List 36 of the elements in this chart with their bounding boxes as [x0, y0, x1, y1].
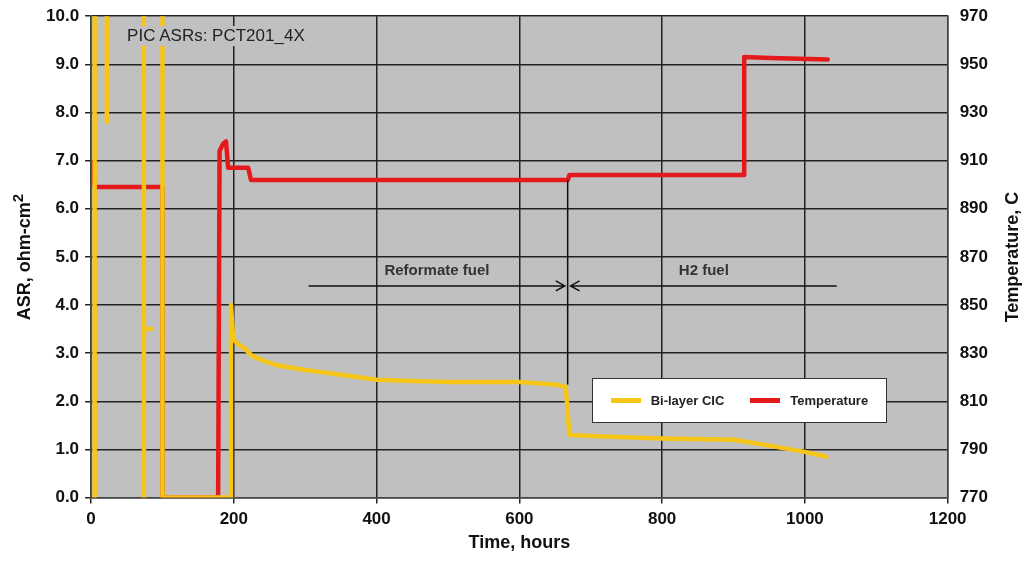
y2-tick-label: 910: [959, 150, 989, 170]
y2-tick-label: 770: [959, 487, 989, 507]
x-tick-label: 600: [505, 509, 534, 529]
x-tick-label: 400: [362, 509, 391, 529]
y2-tick-label: 830: [959, 342, 989, 362]
y-tick-label: 5.0: [55, 246, 80, 266]
y2-tick-label: 810: [959, 391, 989, 411]
y-tick-label: 9.0: [55, 54, 80, 74]
x-tick-label: 1200: [928, 509, 967, 529]
y2-axis-title: Temperature, C: [1001, 191, 1023, 323]
y-tick-label: 0.0: [55, 487, 80, 507]
x-tick-label: 200: [219, 509, 249, 529]
y2-tick-label: 850: [959, 294, 989, 314]
annotation: Reformate fuel: [384, 260, 490, 278]
y2-tick-label: 970: [959, 5, 989, 25]
y-tick-label: 7.0: [55, 150, 80, 170]
y2-tick-label: 950: [959, 54, 989, 74]
legend-label: Temperature: [790, 392, 869, 408]
x-tick-label: 1000: [785, 509, 824, 529]
legend-label: Bi-layer CIC: [650, 392, 725, 408]
text: PIC ASRs: PCT201_4X: [125, 26, 307, 47]
y-tick-label: 4.0: [55, 294, 80, 314]
y2-tick-label: 870: [959, 246, 989, 266]
y2-tick-label: 790: [959, 439, 989, 459]
y2-tick-label: 890: [959, 198, 989, 218]
y-tick-label: 3.0: [55, 342, 80, 362]
y2-tick-label: 930: [959, 102, 989, 122]
x-tick-label: 800: [647, 509, 677, 529]
y-tick-label: 2.0: [55, 391, 80, 411]
x-axis-title: Time, hours: [468, 531, 571, 553]
y-tick-label: 10.0: [45, 5, 80, 25]
y-tick-label: 1.0: [55, 439, 80, 459]
y-tick-label: 6.0: [55, 198, 80, 218]
y-tick-label: 8.0: [55, 102, 80, 122]
x-tick-label: 0: [86, 509, 96, 529]
annotation: H2 fuel: [678, 260, 729, 278]
